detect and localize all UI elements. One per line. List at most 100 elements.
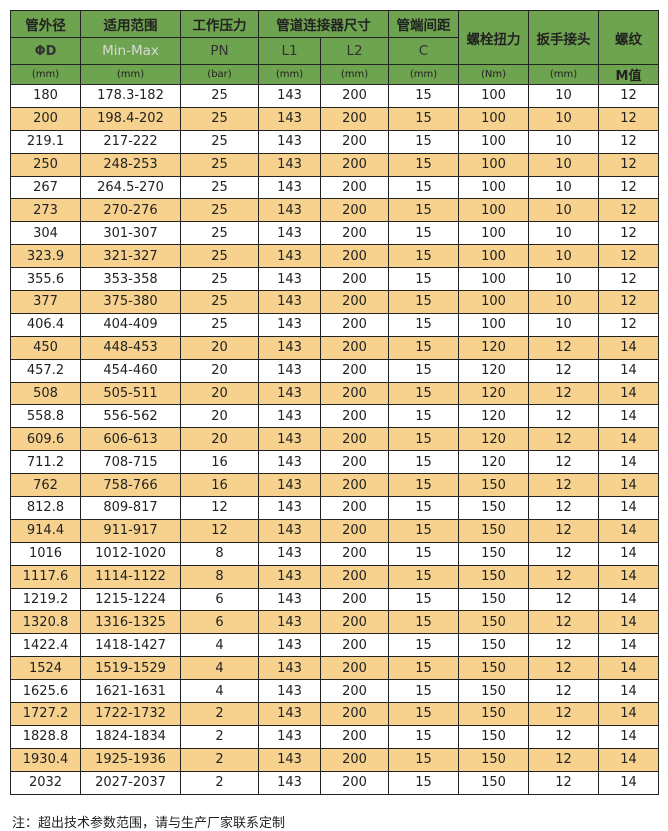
table-row: 914.4 911-917 12 143 200 15 150 12 14 bbox=[10, 518, 659, 543]
table-cell: 200 bbox=[320, 587, 389, 612]
table-cell: 12 bbox=[528, 770, 599, 795]
table-cell: 812.8 bbox=[10, 496, 81, 520]
table-cell: 1625.6 bbox=[10, 679, 81, 704]
table-cell: 14 bbox=[598, 473, 659, 498]
table-cell: 6 bbox=[180, 610, 259, 635]
table-cell: 200 bbox=[320, 84, 389, 108]
table-cell: 20 bbox=[180, 381, 259, 406]
table-cell: 143 bbox=[258, 724, 321, 749]
table-cell: 10 bbox=[528, 175, 599, 200]
table-cell: 12 bbox=[528, 633, 599, 658]
table-row: 812.8 809-817 12 143 200 15 150 12 14 bbox=[10, 496, 659, 520]
table-cell: 12 bbox=[598, 221, 659, 246]
table-row: 457.2 454-460 20 143 200 15 120 12 14 bbox=[10, 358, 659, 383]
table-cell: 2 bbox=[180, 702, 259, 726]
table-cell: 15 bbox=[388, 427, 459, 452]
table-cell: 150 bbox=[458, 541, 529, 566]
table-cell: 1824-1834 bbox=[80, 724, 181, 749]
header-wrench: 扳手接头 bbox=[528, 10, 599, 65]
table-cell: 15 bbox=[388, 496, 459, 520]
header-unit: (bar) bbox=[180, 64, 259, 85]
table-cell: 15 bbox=[388, 175, 459, 200]
table-cell: 14 bbox=[598, 404, 659, 429]
table-cell: 375-380 bbox=[80, 290, 181, 314]
table-row: 1625.6 1621-1631 4 143 200 15 150 12 14 bbox=[10, 679, 659, 704]
table-row: 1219.2 1215-1224 6 143 200 15 150 12 14 bbox=[10, 587, 659, 612]
table-cell: 143 bbox=[258, 587, 321, 612]
table-cell: 1828.8 bbox=[10, 724, 81, 749]
table-row: 711.2 708-715 16 143 200 15 120 12 14 bbox=[10, 450, 659, 475]
table-cell: 4 bbox=[180, 679, 259, 704]
table-cell: 100 bbox=[458, 152, 529, 177]
table-row: 1930.4 1925-1936 2 143 200 15 150 12 14 bbox=[10, 747, 659, 772]
table-cell: 301-307 bbox=[80, 221, 181, 246]
table-cell: 14 bbox=[598, 541, 659, 566]
table-cell: 606-613 bbox=[80, 427, 181, 452]
table-cell: 200 bbox=[320, 290, 389, 314]
table-cell: 12 bbox=[528, 358, 599, 383]
table-cell: 14 bbox=[598, 358, 659, 383]
table-cell: 1016 bbox=[10, 541, 81, 566]
table-cell: 8 bbox=[180, 541, 259, 566]
table-cell: 100 bbox=[458, 129, 529, 154]
table-cell: 25 bbox=[180, 312, 259, 337]
table-cell: 1117.6 bbox=[10, 564, 81, 589]
table-cell: 25 bbox=[180, 106, 259, 131]
table-cell: 2027-2037 bbox=[80, 770, 181, 795]
table-cell: 100 bbox=[458, 267, 529, 292]
table-cell: 15 bbox=[388, 564, 459, 589]
table-cell: 10 bbox=[528, 106, 599, 131]
table-cell: 508 bbox=[10, 381, 81, 406]
table-row: 2032 2027-2037 2 143 200 15 150 12 14 bbox=[10, 770, 659, 795]
table-cell: 1012-1020 bbox=[80, 541, 181, 566]
table-cell: 15 bbox=[388, 152, 459, 177]
table-row: 377 375-380 25 143 200 15 100 10 12 bbox=[10, 290, 659, 314]
table-cell: 15 bbox=[388, 335, 459, 360]
table-cell: 15 bbox=[388, 404, 459, 429]
table-row: 508 505-511 20 143 200 15 120 12 14 bbox=[10, 381, 659, 406]
table-cell: 143 bbox=[258, 633, 321, 658]
table-row: 1524 1519-1529 4 143 200 15 150 12 14 bbox=[10, 656, 659, 681]
table-cell: 100 bbox=[458, 312, 529, 337]
table-cell: 10 bbox=[528, 198, 599, 223]
table-cell: 200 bbox=[320, 198, 389, 223]
table-cell: 14 bbox=[598, 518, 659, 543]
table-cell: 150 bbox=[458, 496, 529, 520]
table-cell: 200 bbox=[320, 610, 389, 635]
table-cell: 355.6 bbox=[10, 267, 81, 292]
table-cell: 15 bbox=[388, 633, 459, 658]
table-cell: 250 bbox=[10, 152, 81, 177]
table-cell: 12 bbox=[528, 450, 599, 475]
table-cell: 120 bbox=[458, 404, 529, 429]
table-cell: 143 bbox=[258, 610, 321, 635]
table-cell: 15 bbox=[388, 244, 459, 269]
table-cell: 150 bbox=[458, 633, 529, 658]
table-row: 219.1 217-222 25 143 200 15 100 10 12 bbox=[10, 129, 659, 154]
table-cell: 270-276 bbox=[80, 198, 181, 223]
table-cell: 15 bbox=[388, 541, 459, 566]
table-cell: 200 bbox=[320, 267, 389, 292]
spec-table: 管外径 适用范围 工作压力 管道连接器尺寸 管端间距 螺栓扭力 扳手接头 螺纹 … bbox=[10, 10, 659, 795]
table-cell: 1422.4 bbox=[10, 633, 81, 658]
table-cell: 14 bbox=[598, 427, 659, 452]
table-cell: 120 bbox=[458, 381, 529, 406]
table-cell: 200 bbox=[320, 312, 389, 337]
table-cell: 100 bbox=[458, 106, 529, 131]
table-cell: 323.9 bbox=[10, 244, 81, 269]
header-min-max: Min-Max bbox=[80, 37, 181, 65]
table-cell: 15 bbox=[388, 770, 459, 795]
table-cell: 609.6 bbox=[10, 427, 81, 452]
table-cell: 457.2 bbox=[10, 358, 81, 383]
table-cell: 15 bbox=[388, 610, 459, 635]
table-cell: 12 bbox=[528, 335, 599, 360]
table-cell: 14 bbox=[598, 496, 659, 520]
table-row: 1422.4 1418-1427 4 143 200 15 150 12 14 bbox=[10, 633, 659, 658]
table-cell: 200 bbox=[320, 656, 389, 681]
table-cell: 15 bbox=[388, 84, 459, 108]
table-cell: 219.1 bbox=[10, 129, 81, 154]
header-unit: (mm) bbox=[528, 64, 599, 85]
table-cell: 200 bbox=[320, 564, 389, 589]
table-cell: 143 bbox=[258, 404, 321, 429]
header-thread: 螺纹 bbox=[598, 10, 659, 65]
table-cell: 200 bbox=[320, 770, 389, 795]
